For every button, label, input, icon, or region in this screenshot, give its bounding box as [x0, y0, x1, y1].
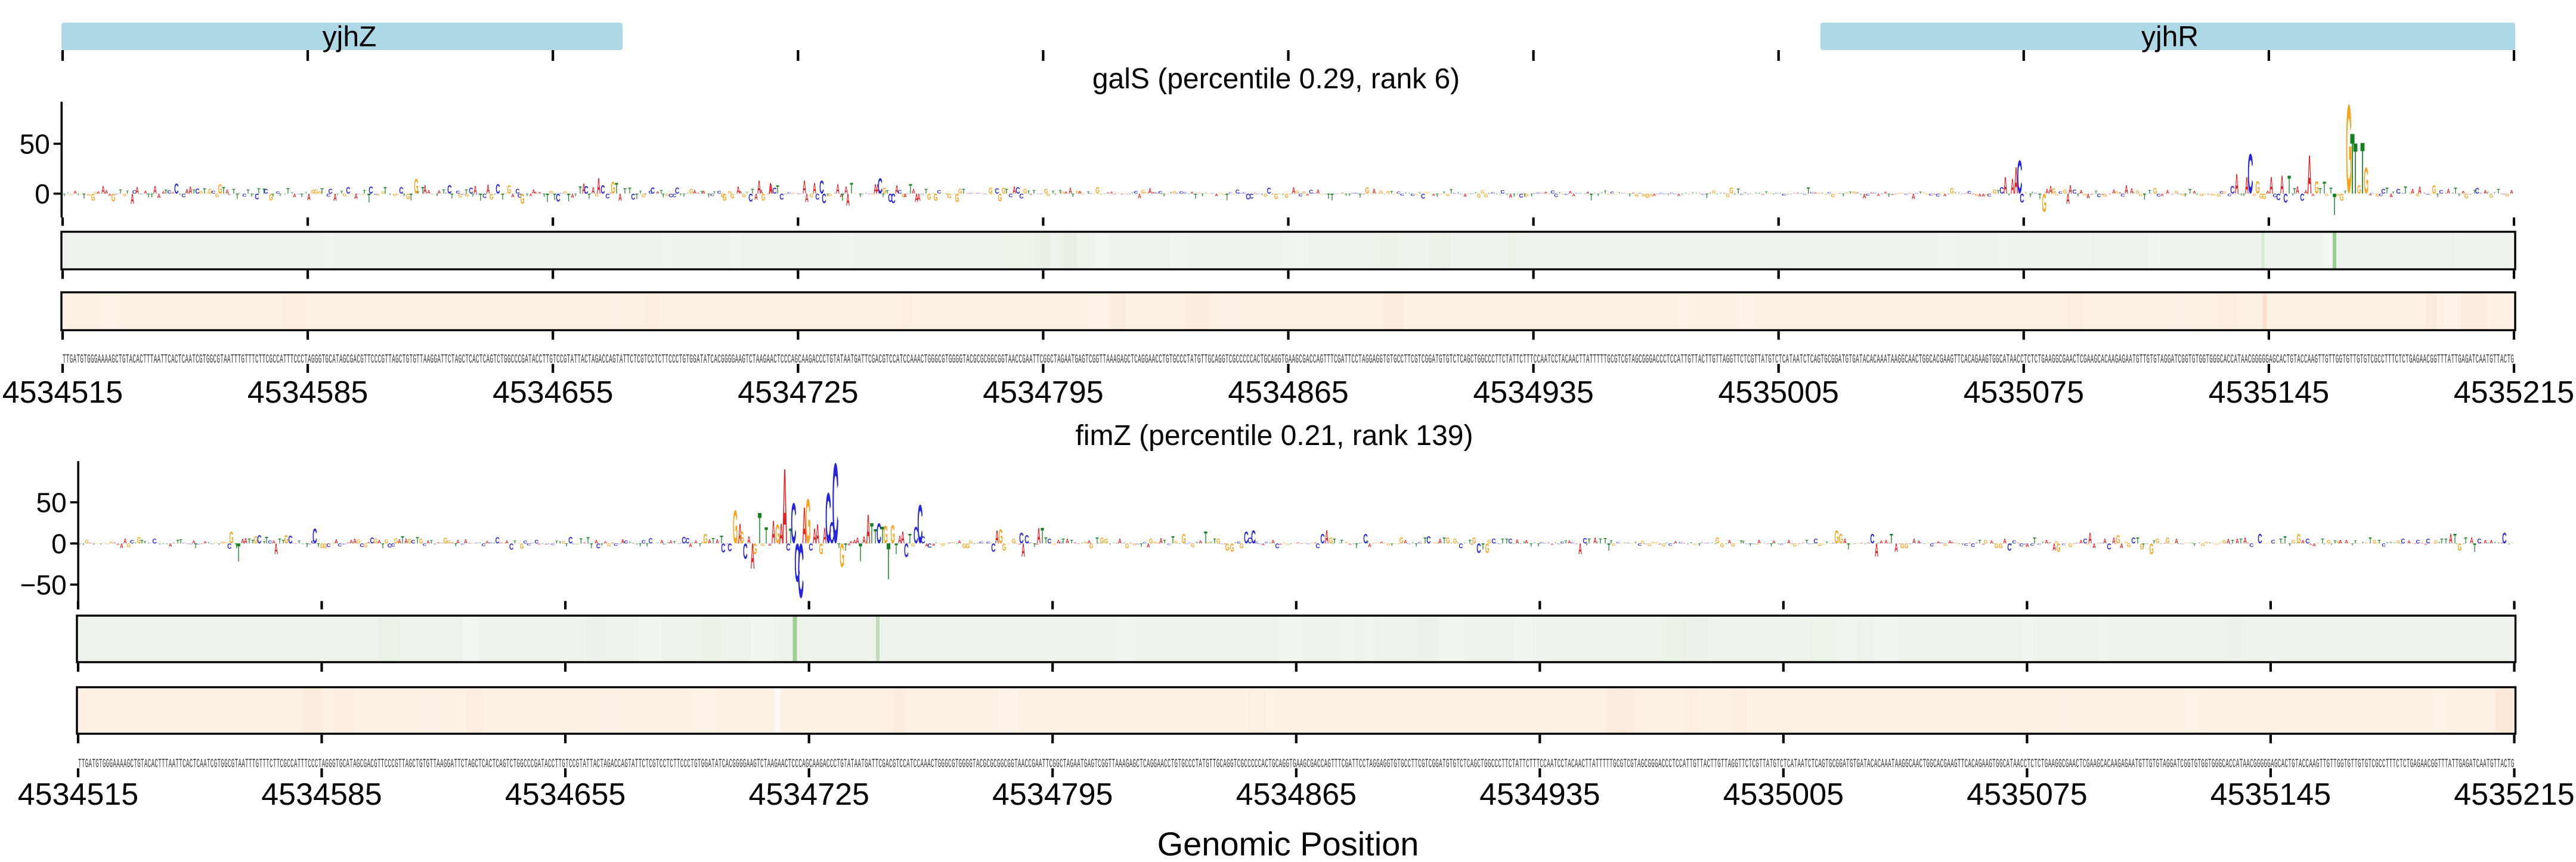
svg-text:4534515: 4534515	[18, 777, 138, 812]
svg-text:4535005: 4535005	[1718, 375, 1838, 410]
svg-text:4534585: 4534585	[261, 777, 382, 812]
svg-text:4534935: 4534935	[1479, 777, 1600, 812]
svg-text:Genomic Position: Genomic Position	[1157, 825, 1419, 859]
svg-text:4534865: 4534865	[1228, 375, 1348, 410]
svg-text:50: 50	[20, 128, 50, 159]
svg-text:4534655: 4534655	[493, 375, 613, 410]
svg-text:4534655: 4534655	[505, 777, 626, 812]
svg-text:−50: −50	[20, 569, 67, 600]
svg-text:4534725: 4534725	[738, 375, 858, 410]
svg-text:4535145: 4535145	[2209, 375, 2329, 410]
svg-text:4535075: 4535075	[1964, 375, 2084, 410]
svg-text:0: 0	[51, 528, 67, 559]
svg-text:yjhR: yjhR	[2141, 21, 2199, 53]
svg-text:4534725: 4534725	[748, 777, 869, 812]
svg-text:yjhZ: yjhZ	[323, 21, 377, 53]
svg-text:4534865: 4534865	[1236, 777, 1357, 812]
svg-text:4534585: 4534585	[247, 375, 368, 410]
svg-text:4535145: 4535145	[2210, 777, 2331, 812]
svg-text:fimZ (percentile 0.21, rank 13: fimZ (percentile 0.21, rank 139)	[1076, 420, 1473, 452]
svg-text:galS (percentile 0.29, rank 6): galS (percentile 0.29, rank 6)	[1092, 63, 1460, 95]
svg-text:0: 0	[35, 178, 50, 209]
svg-text:4534795: 4534795	[983, 375, 1103, 410]
svg-text:4535215: 4535215	[2454, 777, 2574, 812]
svg-text:4534935: 4534935	[1473, 375, 1593, 410]
svg-text:4534515: 4534515	[2, 375, 123, 410]
svg-text:4535005: 4535005	[1723, 777, 1844, 812]
svg-text:4534795: 4534795	[992, 777, 1113, 812]
svg-text:4535075: 4535075	[1967, 777, 2087, 812]
svg-text:4535215: 4535215	[2454, 375, 2574, 410]
svg-text:50: 50	[36, 487, 67, 518]
